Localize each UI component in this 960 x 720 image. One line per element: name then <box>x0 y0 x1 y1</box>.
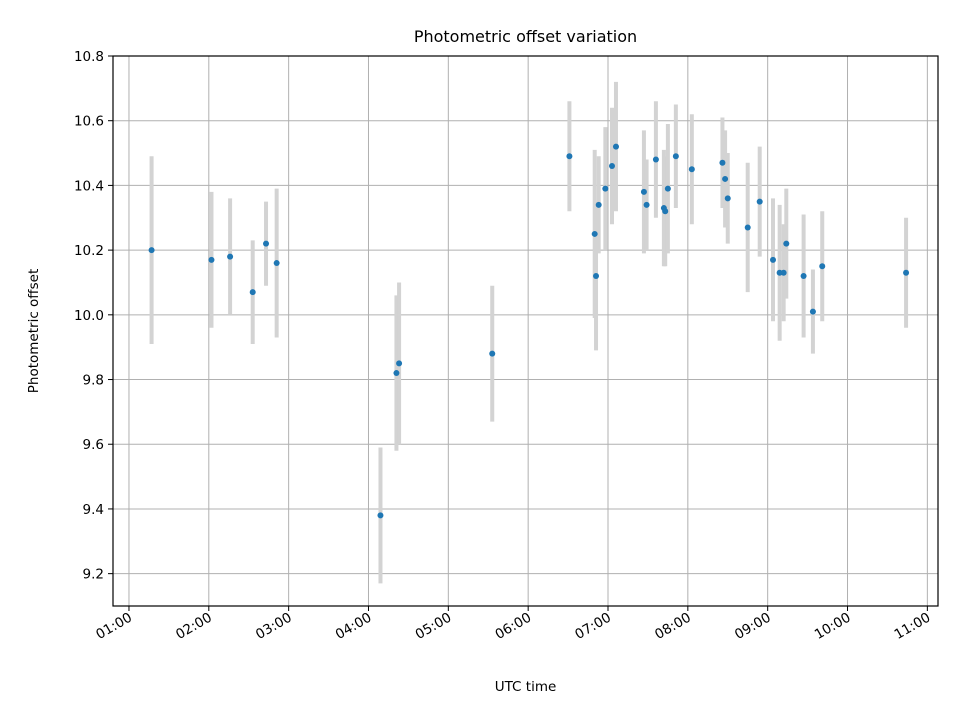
data-point <box>393 370 400 377</box>
data-point <box>602 185 609 192</box>
data-point <box>783 240 790 247</box>
data-point <box>208 256 215 263</box>
data-point <box>489 350 496 357</box>
data-point <box>780 269 787 276</box>
data-point <box>396 360 403 367</box>
x-tick-label: 06:00 <box>492 610 534 643</box>
x-tick-label: 08:00 <box>652 610 694 643</box>
data-point <box>643 201 650 208</box>
data-point <box>608 163 615 169</box>
x-axis-label: UTC time <box>495 679 557 695</box>
data-point <box>719 159 726 166</box>
y-tick-label: 10.2 <box>74 243 104 259</box>
y-tick-label: 9.8 <box>83 373 104 389</box>
data-point <box>591 230 598 237</box>
data-point <box>566 153 573 160</box>
data-point <box>800 273 807 279</box>
axis-ticks: 01:00 02:00 03:00 04:00 05:00 06:00 07:00 08:00… <box>74 49 933 643</box>
x-tick-label: 02:00 <box>173 610 215 643</box>
x-tick-label: 09:00 <box>732 610 774 643</box>
x-tick-label: 01:00 <box>93 610 135 643</box>
y-tick-label: 9.4 <box>83 502 104 518</box>
plot-frame <box>112 55 939 607</box>
data-point <box>688 166 695 173</box>
data-point <box>377 512 384 519</box>
error-bars <box>149 81 909 584</box>
data-point <box>809 308 816 315</box>
y-tick-label: 10.0 <box>74 308 104 324</box>
x-tick-label: 03:00 <box>253 610 295 643</box>
data-point <box>903 269 910 276</box>
y-axis-label: Photometric offset <box>26 269 42 393</box>
data-point <box>595 201 602 208</box>
data-points <box>148 143 910 519</box>
data-point <box>263 240 270 247</box>
x-tick-label: 07:00 <box>572 610 614 643</box>
data-point <box>640 188 647 195</box>
data-point <box>744 224 751 231</box>
data-point <box>148 247 155 254</box>
x-tick-label: 05:00 <box>413 610 455 643</box>
data-point <box>770 256 776 263</box>
data-point <box>593 273 600 279</box>
y-tick-label: 9.2 <box>83 567 104 583</box>
data-point <box>662 208 669 215</box>
data-point <box>672 153 679 160</box>
data-point <box>819 263 826 270</box>
data-point <box>227 253 234 260</box>
y-tick-label: 10.6 <box>74 114 104 130</box>
x-tick-label: 10:00 <box>812 610 854 643</box>
data-point <box>664 185 671 192</box>
data-point <box>249 289 256 296</box>
data-point <box>273 260 280 267</box>
y-tick-label: 10.8 <box>74 49 104 65</box>
data-point <box>756 198 763 205</box>
x-tick-label: 04:00 <box>333 610 375 643</box>
x-tick-label: 11:00 <box>892 610 934 643</box>
y-tick-label: 10.4 <box>74 178 104 194</box>
y-tick-label: 9.6 <box>83 437 104 453</box>
chart-title: Photometric offset variation <box>414 27 637 46</box>
data-point <box>722 175 729 182</box>
data-point <box>612 143 619 150</box>
data-point <box>724 195 731 202</box>
grid-lines <box>113 55 938 606</box>
data-point <box>652 156 659 163</box>
